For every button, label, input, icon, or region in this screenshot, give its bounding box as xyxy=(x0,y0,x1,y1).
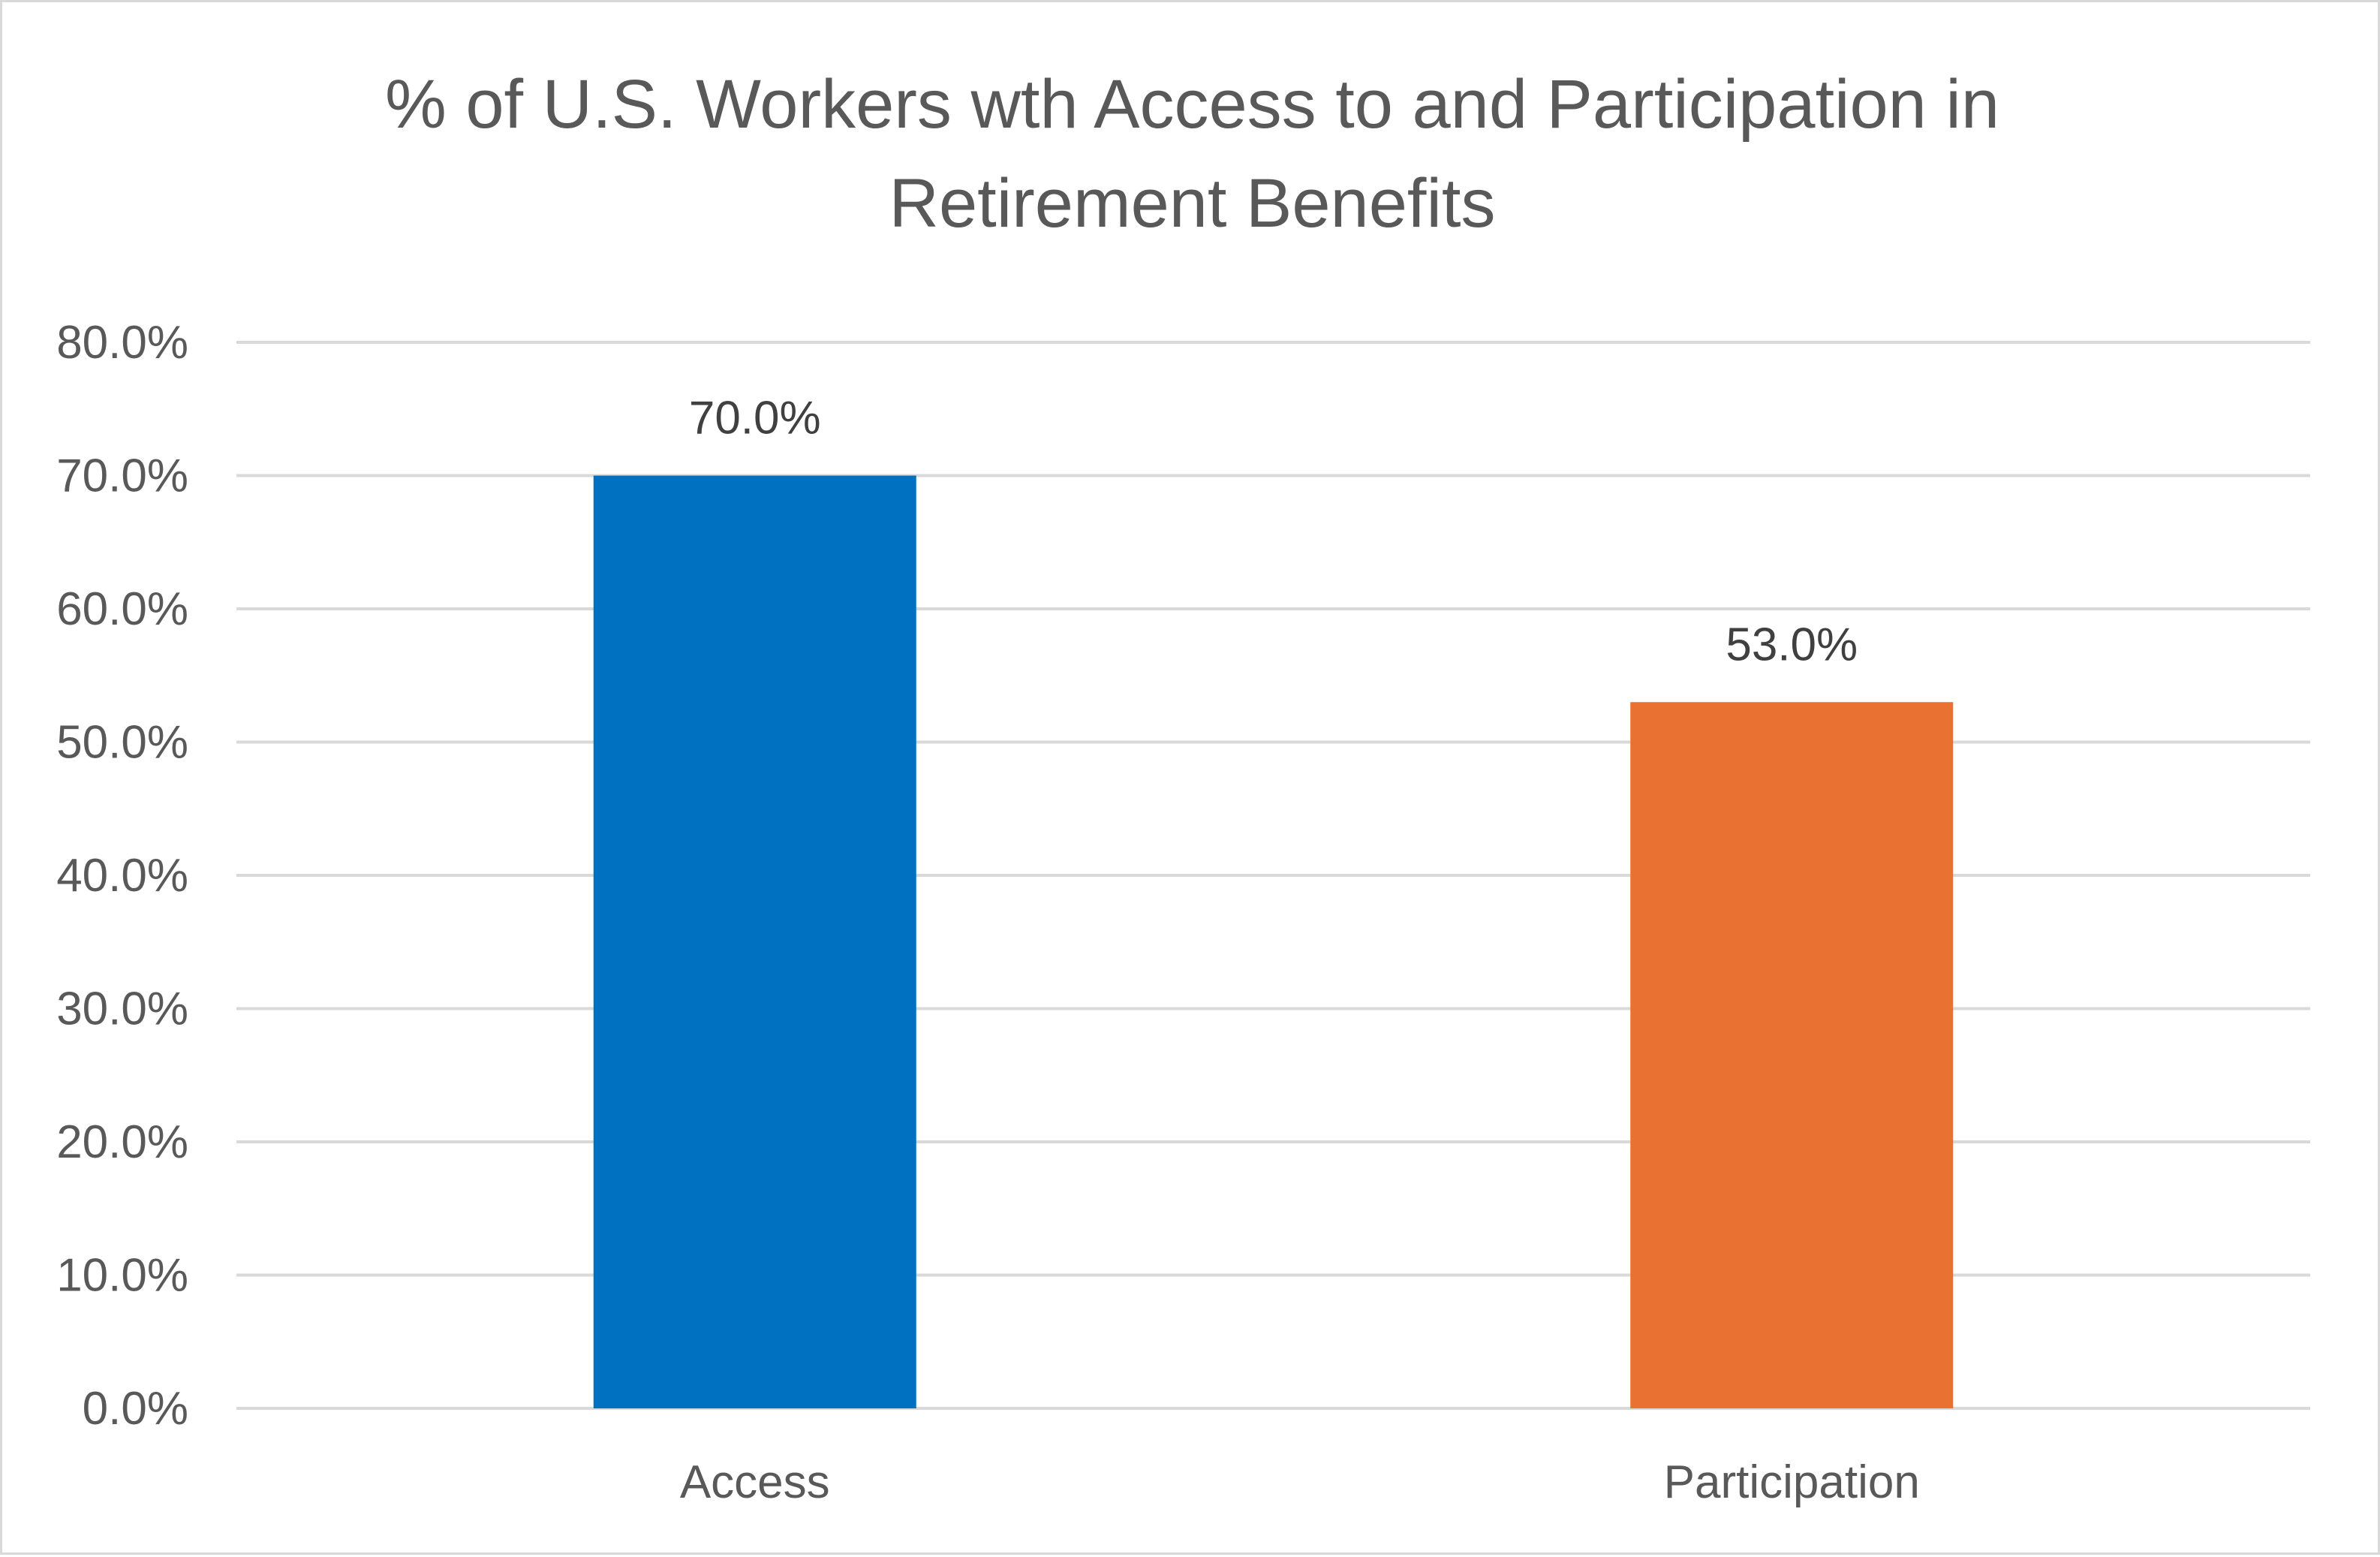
y-axis-tick-labels: 0.0% 10.0% 20.0% 30.0% 40.0% 50.0% 60.0% 70.0% 8… xyxy=(56,317,188,1435)
y-tick-label: 40.0% xyxy=(56,850,188,902)
y-tick-label: 60.0% xyxy=(56,583,188,635)
data-label-access: 70.0% xyxy=(689,393,821,444)
bar-access xyxy=(593,475,916,1408)
chart-title-line-1: % of U.S. Workers wth Access to and Part… xyxy=(385,66,1999,143)
y-tick-label: 0.0% xyxy=(83,1383,188,1435)
data-label-participation: 53.0% xyxy=(1726,619,1858,670)
gridlines xyxy=(236,341,2310,1410)
data-labels: 70.0% 53.0% xyxy=(689,393,1858,671)
x-axis-category-labels: Access Participation xyxy=(680,1456,1920,1508)
bars xyxy=(593,475,1954,1408)
bar-participation xyxy=(1630,702,1954,1408)
category-label-participation: Participation xyxy=(1664,1456,1920,1508)
chart-title: % of U.S. Workers wth Access to and Part… xyxy=(2,55,2380,253)
y-tick-label: 50.0% xyxy=(56,717,188,769)
y-tick-label: 70.0% xyxy=(56,450,188,502)
y-tick-label: 30.0% xyxy=(56,983,188,1035)
category-label-access: Access xyxy=(680,1456,830,1508)
chart-title-line-2: Retirement Benefits xyxy=(889,165,1496,242)
y-tick-label: 10.0% xyxy=(56,1250,188,1302)
y-tick-label: 80.0% xyxy=(56,317,188,369)
y-tick-label: 20.0% xyxy=(56,1116,188,1168)
